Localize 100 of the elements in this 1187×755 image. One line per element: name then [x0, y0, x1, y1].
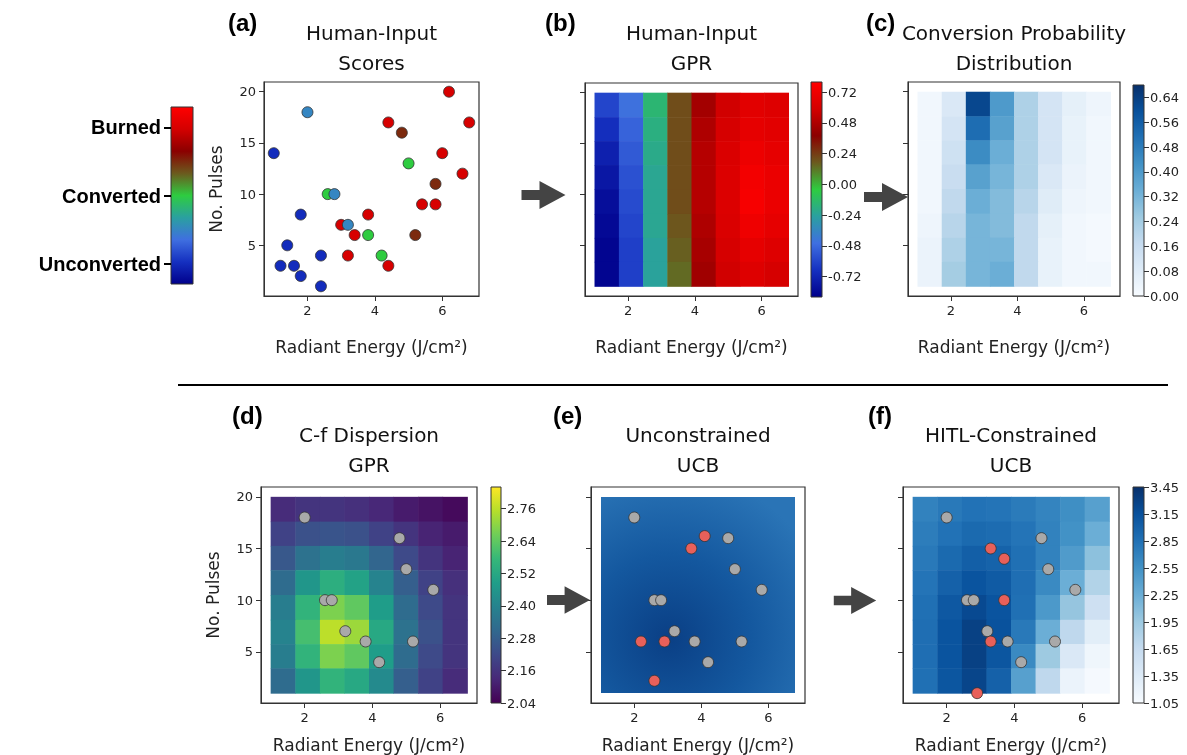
x-tick-label: 2	[300, 710, 309, 725]
point	[416, 198, 428, 211]
x-tick-label: 2	[942, 710, 951, 725]
point	[967, 594, 980, 607]
y-tick-label: 15	[236, 540, 253, 556]
point	[382, 259, 395, 272]
y-tick-label: 20	[239, 84, 256, 100]
point	[722, 532, 735, 545]
color-bar-label: 0.56	[1150, 114, 1179, 130]
point	[339, 625, 352, 638]
y-tick-label: 20	[236, 489, 253, 505]
point	[315, 249, 327, 262]
point	[288, 259, 300, 272]
y-axis-title: No. Pulses	[202, 551, 223, 639]
y-tick-label: 10	[236, 592, 253, 608]
point	[375, 249, 388, 262]
point	[702, 656, 714, 669]
x-axis-title: Radiant Energy (J/cm²)	[595, 336, 788, 357]
x-tick-label: 6	[764, 710, 773, 725]
color-bar-label: 0.32	[1150, 189, 1179, 205]
color-bar-label: 2.04	[507, 695, 536, 711]
color-bar-label: 2.76	[507, 501, 536, 517]
x-tick-label: 6	[1079, 303, 1088, 318]
point	[984, 635, 997, 648]
color-bar-label: -0.48	[828, 238, 862, 254]
color-bar-label: 2.55	[1150, 560, 1179, 576]
chart-title: (a)	[228, 8, 258, 36]
point	[429, 198, 442, 211]
y-tick-label: 5	[247, 237, 256, 253]
color-bar-label: 3.15	[1150, 506, 1179, 522]
chart-subtitle: Unconstrained UCB	[625, 423, 771, 477]
point	[735, 635, 748, 648]
color-bar-label: -0.24	[828, 207, 862, 223]
point	[1049, 635, 1061, 648]
color-bar-label: 0.64	[1150, 89, 1179, 105]
color-bar-label: 0.00	[828, 176, 857, 192]
color-bar-label: 1.65	[1150, 641, 1179, 657]
color-bar-label: 2.28	[507, 630, 536, 646]
point	[409, 229, 422, 241]
point	[301, 106, 314, 119]
x-tick-label: 2	[946, 303, 956, 318]
point	[294, 208, 307, 221]
color-bar-label: 0.00	[1150, 288, 1179, 304]
point	[456, 167, 469, 180]
color-bar-label: Converted	[62, 184, 161, 207]
chart-subtitle: Conversion Probability Distribution	[901, 21, 1127, 75]
point	[1042, 563, 1055, 576]
x-tick-label: 4	[690, 303, 699, 318]
color-bar-label: -0.72	[828, 269, 862, 285]
chart-subtitle: C-f Dispersion GPR	[298, 423, 440, 477]
point	[698, 530, 711, 542]
point	[755, 583, 768, 596]
chart-title: (b)	[545, 8, 576, 36]
x-tick-label: 2	[623, 303, 633, 318]
color-bar-label: 1.05	[1150, 695, 1179, 711]
color-bar-label: 0.40	[1150, 164, 1179, 180]
chart-title: (d)	[232, 401, 263, 429]
point	[1069, 583, 1082, 596]
y-tick-label: 10	[239, 186, 256, 202]
point	[635, 635, 647, 648]
x-tick-label: 4	[697, 710, 706, 725]
color-bar-label: 2.40	[507, 598, 536, 614]
y-axis-title: No. Pulses	[205, 145, 226, 233]
point	[267, 147, 280, 160]
point	[328, 188, 341, 201]
x-axis-title: Radiant Energy (J/cm²)	[601, 734, 795, 755]
point	[668, 625, 681, 638]
x-axis-title: Radiant Energy (J/cm²)	[917, 336, 1111, 357]
point	[298, 511, 311, 524]
point	[382, 116, 395, 129]
chart-subtitle: Human-Input GPR	[625, 21, 758, 75]
color-bar-label: 0.24	[1150, 214, 1179, 230]
point	[407, 635, 419, 648]
point	[685, 542, 698, 555]
point	[436, 147, 449, 160]
chart-subtitle: HITL-Constrained UCB	[924, 423, 1098, 477]
color-bar-label: 2.64	[507, 533, 536, 549]
point	[984, 542, 997, 555]
chart-title: (c)	[866, 8, 896, 36]
x-tick-label: 4	[1013, 303, 1022, 318]
x-tick-label: 6	[435, 710, 445, 725]
point	[359, 635, 372, 648]
color-bar-label: 0.48	[828, 115, 857, 131]
color-bar-label: Unconverted	[38, 252, 161, 275]
point	[443, 85, 455, 98]
point	[294, 270, 307, 282]
color-bar-label: Burned	[91, 116, 161, 139]
point	[281, 239, 294, 252]
y-tick-label: 15	[239, 135, 256, 151]
point	[981, 625, 994, 638]
point	[274, 259, 287, 272]
point	[688, 635, 701, 648]
chart-title: (e)	[553, 401, 583, 429]
x-tick-label: 4	[1010, 710, 1019, 725]
x-tick-label: 6	[1077, 710, 1087, 725]
color-bar-label: 2.85	[1150, 533, 1179, 549]
x-axis-title: Radiant Energy (J/cm²)	[275, 336, 468, 357]
point	[648, 674, 661, 687]
x-axis-title: Radiant Energy (J/cm²)	[272, 734, 466, 755]
x-tick-label: 6	[438, 303, 447, 318]
